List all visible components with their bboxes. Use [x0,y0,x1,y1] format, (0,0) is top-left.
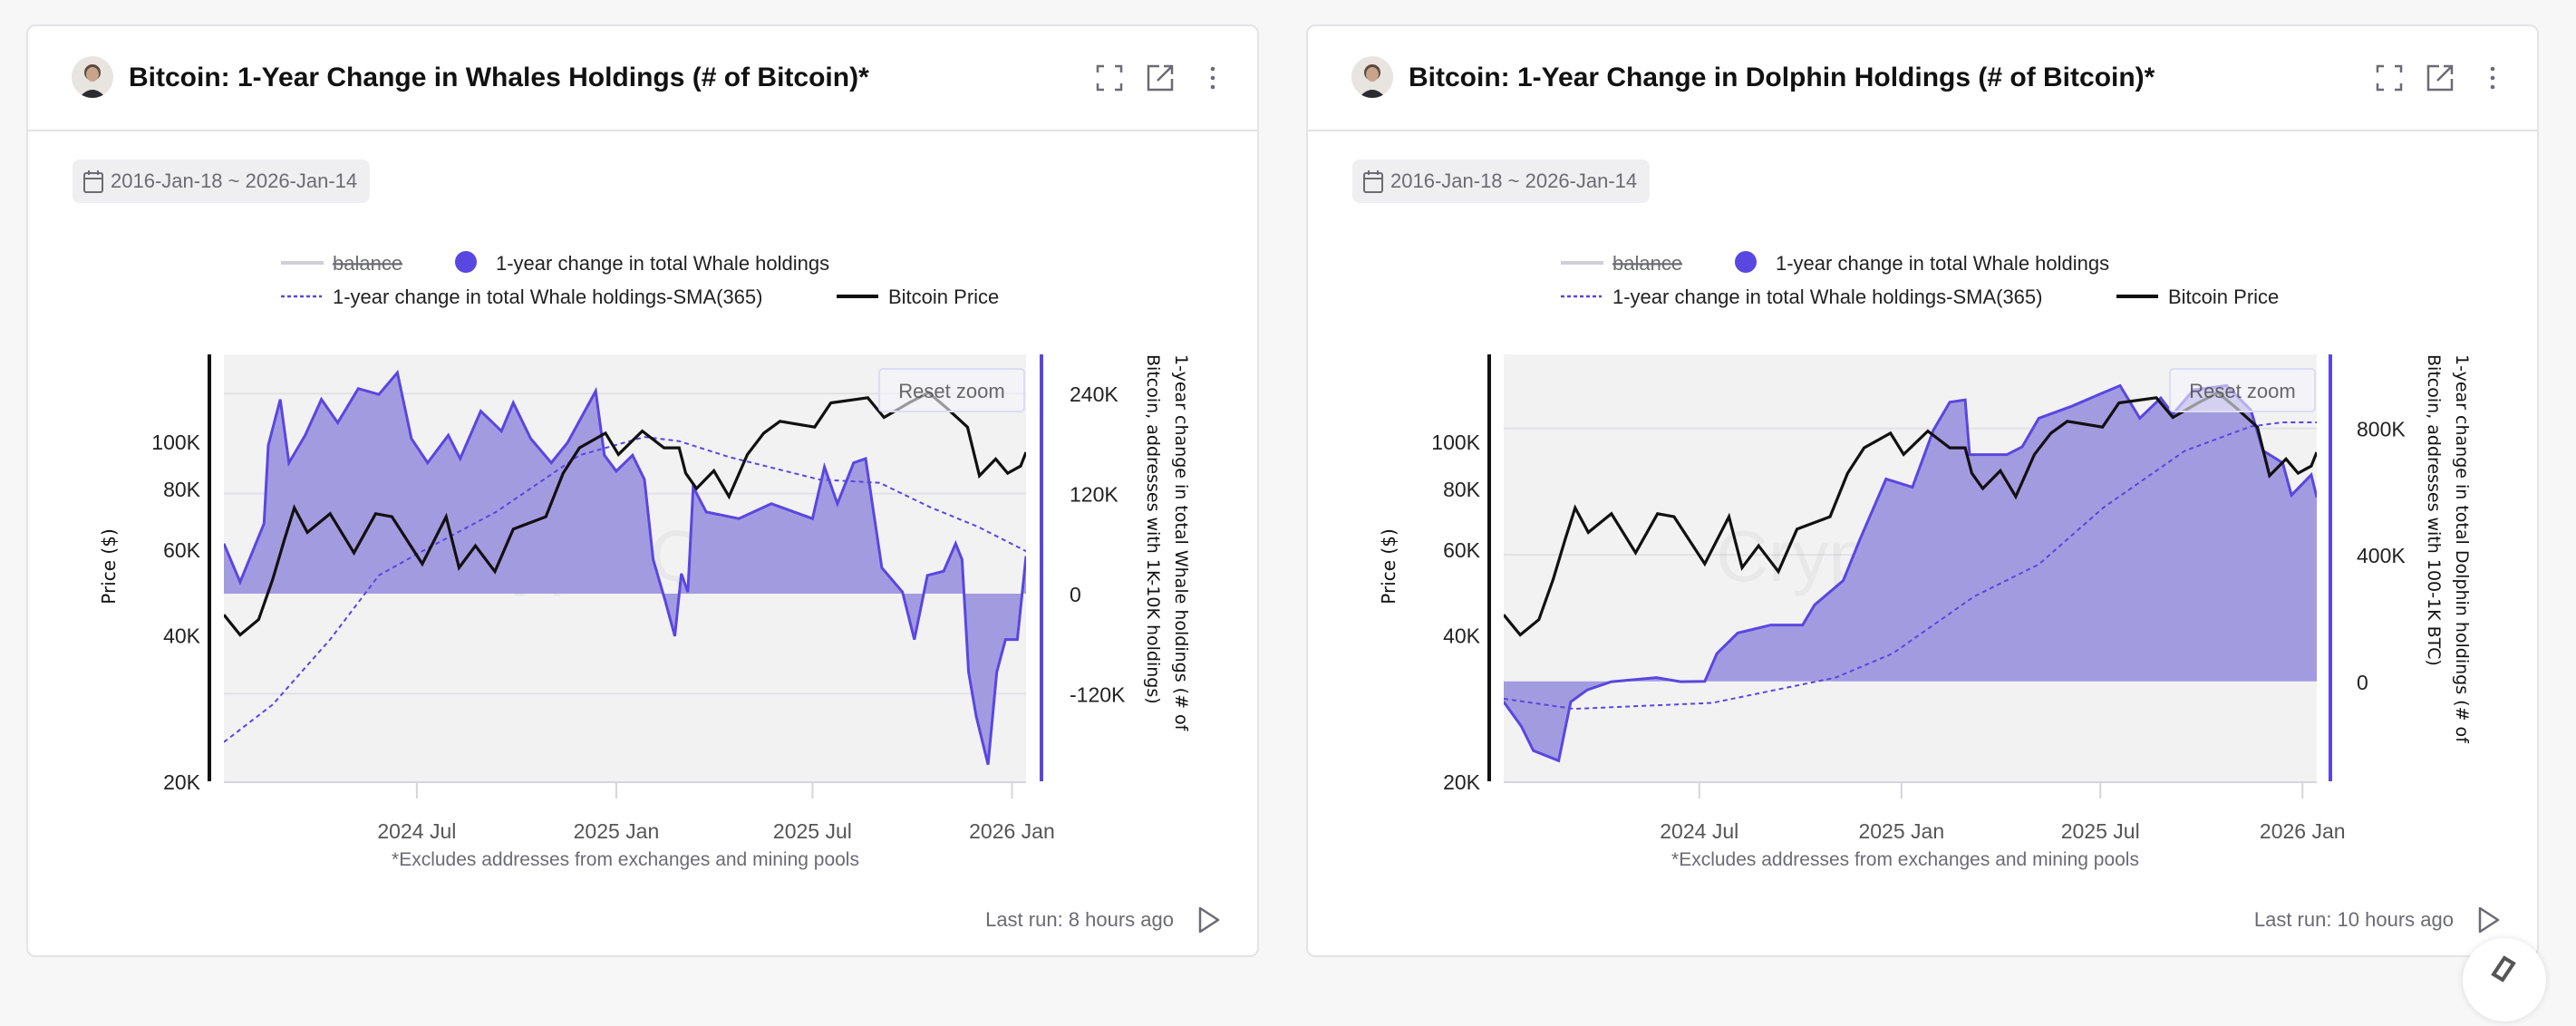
legend-sma-label[interactable]: 1-year change in total Whale holdings-SM… [1612,286,2042,308]
right-axis-tick-label: 0 [2357,671,2368,694]
expand-icon [2376,64,2403,92]
open-external-icon [2426,64,2454,92]
legend-change-swatch [1735,251,1757,273]
calendar-icon [83,170,103,193]
x-axis-tick-label: 2024 Jul [377,819,456,843]
legend-change-label[interactable]: 1-year change in total Whale holdings [1776,252,2109,275]
right-axis-tick-label: 400K [2357,544,2406,567]
dolphin-chart-card: Bitcoin: 1-Year Change in Dolphin Holdin… [1306,24,2539,957]
right-axis-tick-label: 120K [1070,483,1119,507]
right-axis-title: Bitcoin, addresses with 1K-10K holdings) [1143,354,1163,704]
calendar-icon [1363,170,1383,193]
last-run-text: Last run: 10 hours ago [2253,908,2454,931]
more-vertical-icon [2490,66,2495,90]
left-axis-tick-label: 40K [163,624,201,647]
date-range-text: 2016-Jan-18 ~ 2026-Jan-14 [111,169,358,192]
left-axis-tick-label: 100K [151,431,200,454]
right-axis-title: 1-year change in total Dolphin holdings … [2452,354,2472,744]
series-sma-line [1504,421,2317,711]
x-axis-tick-label: 2024 Jul [1660,819,1738,843]
expand-button[interactable] [2376,64,2403,92]
open-external-icon [1147,64,1174,92]
expand-button[interactable] [1096,64,1123,92]
legend-balance-label[interactable]: balance [1612,252,1682,275]
expand-icon [1096,64,1123,92]
avatar [72,56,113,98]
reset-zoom-button[interactable] [878,368,1025,412]
legend-balance-label[interactable]: balance [333,252,402,275]
right-axis-title: 1-year change in total Whale holdings (#… [1171,354,1191,732]
x-axis-tick-label: 2025 Jan [1858,819,1944,843]
left-axis-tick-label: 60K [1443,538,1481,562]
reset-zoom-label[interactable]: Reset zoom [898,380,1004,402]
more-vertical-icon [1210,66,1215,90]
x-axis-tick-label: 2025 Jul [2061,819,2140,843]
left-axis-tick-label: 20K [1443,770,1481,794]
open-external-button[interactable] [2426,64,2454,92]
more-options-button[interactable] [2479,64,2506,92]
left-axis-tick-label: 80K [163,478,201,501]
right-axis-tick-label: 240K [1070,382,1119,406]
last-run-text: Last run: 8 hours ago [985,908,1174,931]
legend-sma-label[interactable]: 1-year change in total Whale holdings-SM… [333,286,762,308]
run-button[interactable] [1197,905,1221,934]
play-icon [1198,906,1220,934]
left-axis-tick-label: 80K [1443,478,1481,501]
left-axis-tick-label: 20K [163,770,201,794]
series-area-fill [1504,385,2317,761]
right-axis-tick-label: -120K [1070,682,1126,706]
date-range-picker[interactable]: 2016-Jan-18 ~ 2026-Jan-14 [1352,160,1651,203]
legend-change-swatch [455,251,477,273]
floating-edit-button[interactable] [2463,938,2546,1021]
date-range-text: 2016-Jan-18 ~ 2026-Jan-14 [1390,169,1638,192]
left-axis-tick-label: 60K [163,538,201,562]
x-axis-tick-label: 2026 Jan [2260,819,2346,843]
date-range-picker[interactable]: 2016-Jan-18 ~ 2026-Jan-14 [73,160,371,203]
series-change-line [224,369,1026,765]
right-axis-title: Bitcoin, addresses with 100-1K BTC) [2424,354,2444,666]
reset-zoom-button[interactable] [2169,368,2316,412]
run-button[interactable] [2477,905,2501,934]
pen-icon [2491,955,2516,982]
right-axis-tick-label: 800K [2357,418,2406,441]
x-axis-tick-label: 2026 Jan [969,819,1055,843]
chart[interactable]: balance 1-year change in total Whale hold… [1308,26,2539,957]
legend-price-label[interactable]: Bitcoin Price [888,286,999,308]
card-header: Bitcoin: 1-Year Change in Whales Holding… [28,26,1257,131]
footnote: *Excludes addresses from exchanges and m… [392,849,859,870]
reset-zoom-label[interactable]: Reset zoom [2189,380,2295,402]
open-external-button[interactable] [1147,64,1174,92]
series-sma-line [224,436,1026,743]
x-axis-tick-label: 2025 Jul [773,819,852,843]
card-header: Bitcoin: 1-Year Change in Dolphin Holdin… [1308,26,2537,131]
left-axis-title: Price ($) [98,528,120,604]
card-title: Bitcoin: 1-Year Change in Whales Holding… [129,63,869,92]
whale-chart-card: Bitcoin: 1-Year Change in Whales Holding… [26,24,1259,957]
card-title: Bitcoin: 1-Year Change in Dolphin Holdin… [1409,63,2155,92]
footnote: *Excludes addresses from exchanges and m… [1671,849,2139,870]
avatar [1351,56,1393,98]
left-axis-tick-label: 100K [1431,431,1480,454]
more-options-button[interactable] [1199,64,1226,92]
play-icon [2478,906,2500,934]
legend-price-label[interactable]: Bitcoin Price [2168,286,2279,308]
right-axis-tick-label: 0 [1070,583,1081,606]
legend-change-label[interactable]: 1-year change in total Whale holdings [496,252,829,275]
x-axis-tick-label: 2025 Jan [574,819,660,843]
chart[interactable]: balance 1-year change in total Whale hold… [28,26,1259,957]
left-axis-title: Price ($) [1378,528,1399,604]
left-axis-tick-label: 40K [1443,624,1481,647]
